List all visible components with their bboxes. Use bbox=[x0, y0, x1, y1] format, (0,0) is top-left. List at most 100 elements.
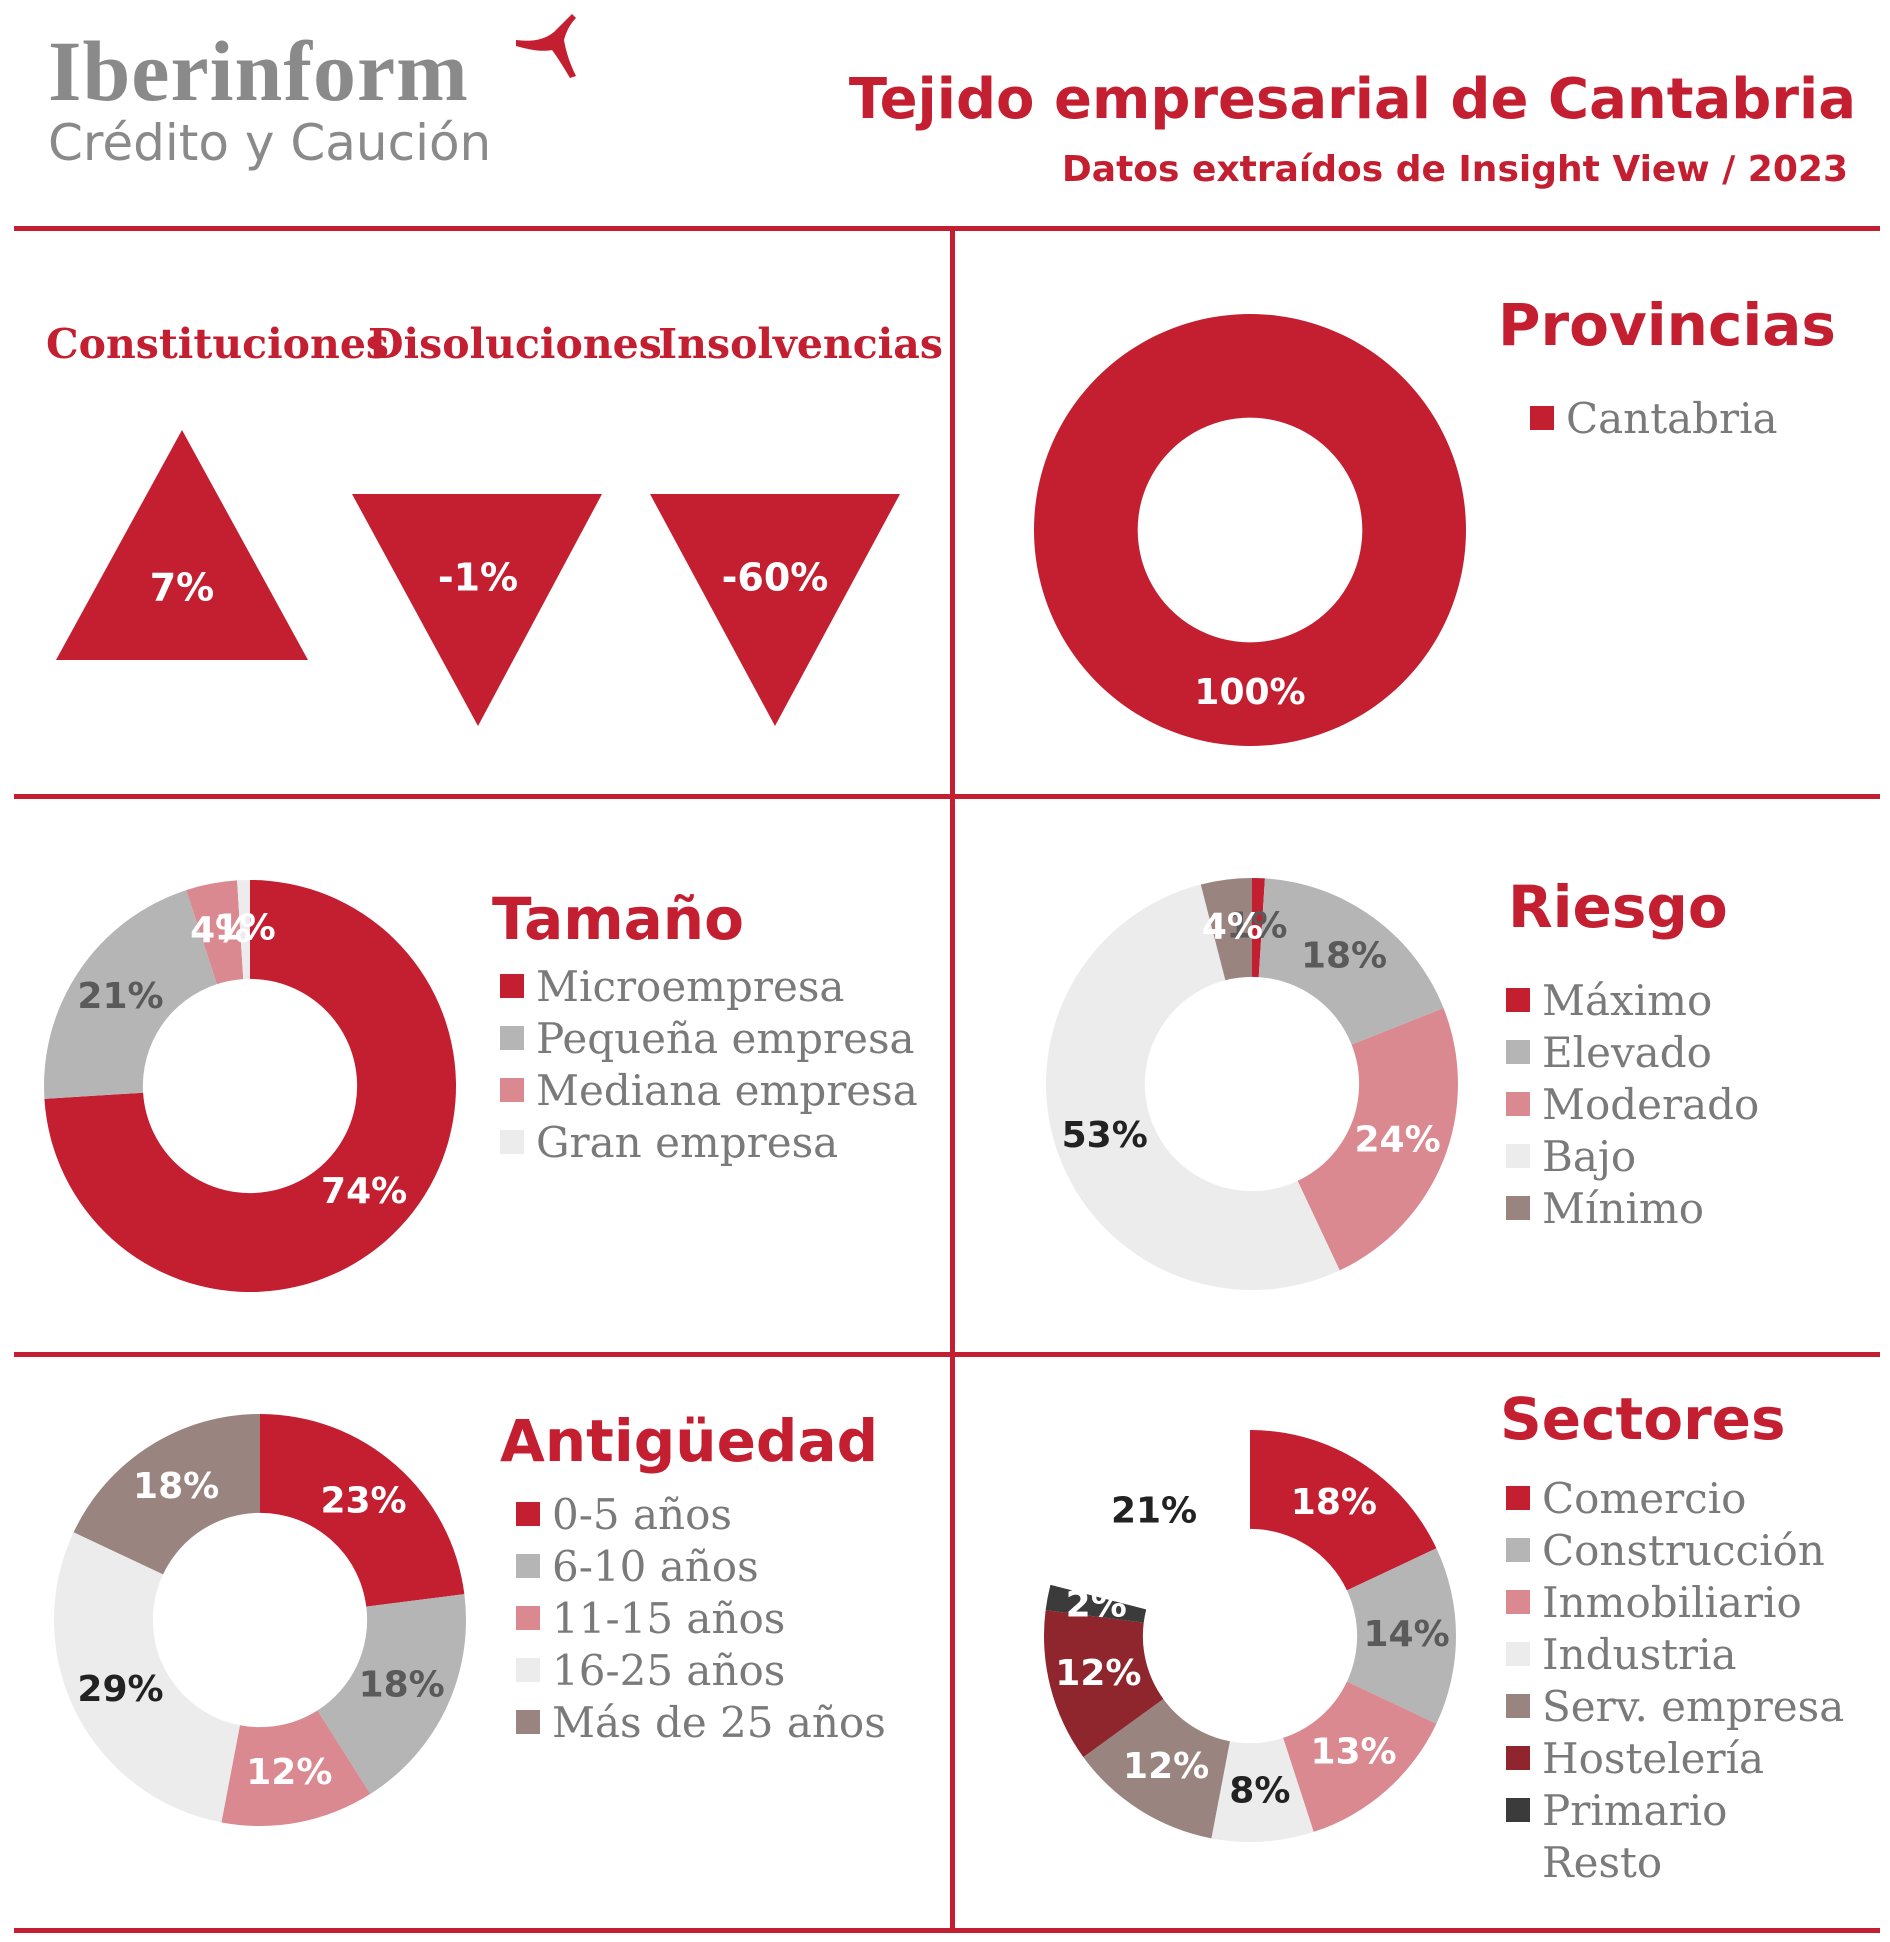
legend-label: Serv. empresa bbox=[1542, 1681, 1845, 1731]
data-label-serv-empresa: 12% bbox=[1123, 1746, 1209, 1787]
legend-label: Máximo bbox=[1542, 975, 1713, 1025]
legend-swatch bbox=[516, 1658, 540, 1682]
legend-tamano: Microempresa Pequeña empresa Mediana empre… bbox=[500, 960, 918, 1168]
legend-riesgo: Máximo Elevado Moderado Bajo Mínimo bbox=[1506, 974, 1759, 1234]
data-label-bajo: 53% bbox=[1062, 1115, 1148, 1156]
legend-item-0-5-anos: 0-5 años bbox=[516, 1488, 886, 1540]
data-label-pequena-empresa: 21% bbox=[77, 976, 163, 1017]
slice-0-5-anos bbox=[260, 1414, 465, 1607]
legend-label: Industria bbox=[1542, 1629, 1737, 1679]
legend-item-maximo: Máximo bbox=[1506, 974, 1759, 1026]
legend-swatch bbox=[516, 1606, 540, 1630]
slice-construccion bbox=[1346, 1548, 1456, 1724]
legend-swatch bbox=[1506, 1694, 1530, 1718]
logo: Iberinform Crédito y Caución bbox=[48, 28, 491, 168]
legend-label: Más de 25 años bbox=[552, 1697, 886, 1747]
legend-swatch bbox=[500, 1026, 524, 1050]
legend-swatch bbox=[516, 1554, 540, 1578]
legend-label: Bajo bbox=[1542, 1131, 1637, 1181]
slice-serv-empresa bbox=[1083, 1698, 1230, 1839]
legend-item-16-25-anos: 16-25 años bbox=[516, 1644, 886, 1696]
data-label-microempresa: 74% bbox=[321, 1171, 407, 1212]
legend-item-primario: Primario bbox=[1506, 1784, 1844, 1836]
logo-tagline: Crédito y Caución bbox=[48, 114, 492, 172]
legend-label: 6-10 años bbox=[552, 1541, 759, 1591]
data-label-6-10-anos: 18% bbox=[359, 1665, 445, 1706]
legend-item-resto: Resto bbox=[1506, 1836, 1844, 1888]
legend-swatch bbox=[500, 1078, 524, 1102]
legend-swatch bbox=[500, 1130, 524, 1154]
legend-swatch bbox=[1506, 1040, 1530, 1064]
legend-label: 11-15 años bbox=[552, 1593, 786, 1643]
legend-label: 16-25 años bbox=[552, 1645, 786, 1695]
data-label-11-15-anos: 12% bbox=[246, 1752, 332, 1793]
indicator-value-insolvencias: -60% bbox=[722, 556, 829, 600]
slice-elevado bbox=[1258, 878, 1444, 1045]
legend-swatch bbox=[1506, 1538, 1530, 1562]
legend-item-mediana-empresa: Mediana empresa bbox=[500, 1064, 918, 1116]
slice-6-10-anos bbox=[317, 1594, 466, 1794]
data-label-minimo: 4% bbox=[1202, 907, 1263, 948]
data-label-16-25-anos: 29% bbox=[77, 1669, 163, 1710]
legend-label: Primario bbox=[1542, 1785, 1728, 1835]
divider-row-1 bbox=[14, 794, 1880, 799]
indicator-label-disoluciones: Disoluciones bbox=[368, 320, 662, 368]
slice-mediana-empresa bbox=[186, 880, 244, 985]
slice-industria bbox=[1211, 1737, 1314, 1842]
legend-item-11-15-anos: 11-15 años bbox=[516, 1592, 886, 1644]
slice-16-25-anos bbox=[53, 1532, 240, 1823]
legend-swatch bbox=[516, 1502, 540, 1526]
legend-label: 0-5 años bbox=[552, 1489, 732, 1539]
legend-item-cantabria: Cantabria bbox=[1530, 392, 1778, 444]
legend-swatch bbox=[1506, 1746, 1530, 1770]
legend-item-elevado: Elevado bbox=[1506, 1026, 1759, 1078]
divider-bottom bbox=[14, 1928, 1880, 1933]
slice-hosteleria bbox=[1044, 1610, 1164, 1758]
page-subtitle: Datos extraídos de Insight View / 2023 bbox=[1061, 149, 1848, 190]
chart-tamano: 74% 21% 4%1% bbox=[44, 880, 457, 1292]
legend-swatch bbox=[516, 1710, 540, 1734]
indicator-value-constituciones: 7% bbox=[150, 566, 215, 610]
legend-item-pequena-empresa: Pequeña empresa bbox=[500, 1012, 918, 1064]
triangle-down-icon bbox=[352, 494, 602, 726]
legend-label: Mínimo bbox=[1542, 1183, 1705, 1233]
data-label-hosteleria: 12% bbox=[1055, 1653, 1141, 1694]
slice-cantabria bbox=[1033, 314, 1466, 746]
legend-swatch bbox=[1530, 406, 1554, 430]
title-tamano: Tamaño bbox=[492, 885, 744, 953]
slice-minimo bbox=[1200, 878, 1252, 981]
data-label-industria: 8% bbox=[1229, 1770, 1290, 1811]
legend-label: Moderado bbox=[1542, 1079, 1760, 1129]
legend-label: Mediana empresa bbox=[536, 1065, 918, 1115]
title-provincias: Provincias bbox=[1498, 291, 1836, 359]
legend-swatch bbox=[1506, 1798, 1530, 1822]
indicator-triangles: 7% -1% -60% bbox=[56, 430, 900, 726]
legend-item-bajo: Bajo bbox=[1506, 1130, 1759, 1182]
indicator-value-disoluciones: -1% bbox=[438, 556, 518, 600]
legend-item-construccion: Construcción bbox=[1506, 1524, 1844, 1576]
title-sectores: Sectores bbox=[1500, 1385, 1786, 1453]
legend-swatch bbox=[1506, 1144, 1530, 1168]
slice-11-15-anos bbox=[221, 1710, 371, 1826]
data-label-comercio: 18% bbox=[1291, 1482, 1377, 1523]
divider-vertical bbox=[950, 231, 955, 1928]
legend-label: Hostelería bbox=[1542, 1733, 1765, 1783]
legend-swatch bbox=[1506, 988, 1530, 1012]
slice-moderado bbox=[1297, 1008, 1458, 1271]
legend-item-minimo: Mínimo bbox=[1506, 1182, 1759, 1234]
legend-label: Construcción bbox=[1542, 1525, 1825, 1575]
slice-pequena-empresa bbox=[44, 890, 217, 1099]
data-label-moderado: 24% bbox=[1354, 1120, 1440, 1161]
slice-microempresa bbox=[44, 880, 457, 1292]
legend-swatch bbox=[500, 974, 524, 998]
title-antiguedad: Antigüedad bbox=[500, 1407, 879, 1475]
data-label-elevado: 18% bbox=[1301, 935, 1387, 976]
indicator-label-constituciones: Constituciones bbox=[46, 320, 389, 368]
slice-bajo bbox=[1046, 884, 1340, 1290]
legend-swatch bbox=[1506, 1092, 1530, 1116]
legend-item-mas-de-25-anos: Más de 25 años bbox=[516, 1696, 886, 1748]
legend-item-6-10-anos: 6-10 años bbox=[516, 1540, 886, 1592]
data-label-0-5-anos: 23% bbox=[320, 1481, 406, 1522]
legend-item-serv-empresa: Serv. empresa bbox=[1506, 1680, 1844, 1732]
legend-sectores: Comercio Construcción Inmobiliario Industri… bbox=[1506, 1472, 1844, 1888]
